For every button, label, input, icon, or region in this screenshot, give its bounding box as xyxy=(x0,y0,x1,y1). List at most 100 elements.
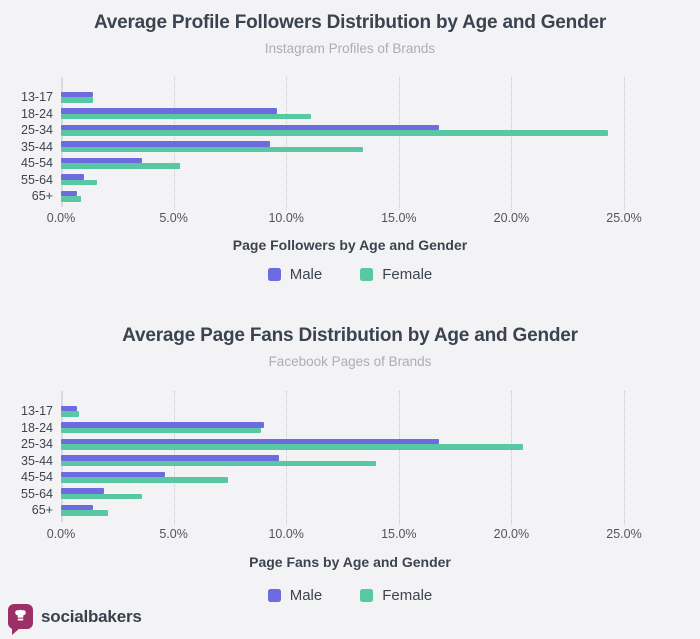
bar-female-35-44 xyxy=(61,460,377,467)
category-row: 45-54 xyxy=(21,469,624,486)
bar-male-18-24 xyxy=(61,108,278,114)
legend: Male Female xyxy=(5,266,695,283)
bar-male-25-34 xyxy=(61,438,440,445)
bar-rows: 13-17 18-24 25-34 35-44 45-54 55-64 65+ xyxy=(21,77,624,205)
category-row: 35-44 xyxy=(21,453,624,470)
bar-male-35-44 xyxy=(61,455,280,461)
bar-male-65+ xyxy=(61,504,93,511)
x-tick-label: 15.0% xyxy=(381,527,417,541)
x-tick-label: 5.0% xyxy=(159,527,188,541)
chart-subtitle: Instagram Profiles of Brands xyxy=(264,41,436,56)
category-row: 55-64 xyxy=(21,172,624,189)
x-tick-label: 0.0% xyxy=(46,527,76,541)
brand-name: socialbakers xyxy=(41,606,142,626)
chart-title: Average Page Fans Distribution by Age an… xyxy=(122,325,578,346)
category-row: 13-17 xyxy=(21,89,624,106)
bar-female-25-34 xyxy=(61,130,609,136)
legend-item-female: Female xyxy=(360,587,432,604)
x-axis-ticks: 0.0% 5.0% 10.0% 15.0% 20.0% 25.0% xyxy=(47,527,642,541)
legend-item-male: Male xyxy=(267,266,323,283)
x-tick-label: 25.0% xyxy=(606,527,642,541)
female-swatch-icon xyxy=(360,589,374,602)
chart-subtitle: Facebook Pages of Brands xyxy=(268,354,432,369)
y-tick-label: 13-17 xyxy=(21,90,53,105)
y-tick-label: 55-64 xyxy=(21,172,53,187)
bar-male-18-24 xyxy=(61,422,264,428)
y-tick-label: 45-54 xyxy=(21,156,53,171)
category-row: 55-64 xyxy=(21,486,624,503)
x-axis-title: Page Followers by Age and Gender xyxy=(232,237,468,253)
y-tick-label: 45-54 xyxy=(21,470,53,485)
gridline xyxy=(624,77,625,210)
bar-female-55-64 xyxy=(61,493,143,500)
bar-female-13-17 xyxy=(61,411,80,417)
bar-female-18-24 xyxy=(61,113,311,120)
x-tick-label: 20.0% xyxy=(493,527,530,541)
bar-male-35-44 xyxy=(61,141,271,147)
category-row: 25-34 xyxy=(21,122,624,139)
bar-female-55-64 xyxy=(61,179,98,186)
category-row: 13-17 xyxy=(21,403,624,420)
socialbakers-logo: socialbakers xyxy=(8,604,142,635)
x-tick-label: 20.0% xyxy=(493,211,530,225)
bar-male-45-54 xyxy=(61,157,143,164)
y-tick-label: 65+ xyxy=(31,503,53,518)
x-tick-label: 5.0% xyxy=(159,211,188,225)
gridline xyxy=(398,391,400,525)
category-row: 18-24 xyxy=(21,106,624,123)
x-axis-ticks: 0.0% 5.0% 10.0% 15.0% 20.0% 25.0% xyxy=(47,211,642,225)
y-tick-label: 18-24 xyxy=(21,106,53,121)
y-tick-label: 35-44 xyxy=(21,139,53,154)
x-tick-label: 25.0% xyxy=(606,211,642,225)
y-tick-label: 18-24 xyxy=(21,420,53,435)
gridline xyxy=(286,391,288,525)
bar-male-25-34 xyxy=(61,124,440,131)
instagram-followers-chart: Average Profile Followers Distribution b… xyxy=(0,0,700,283)
bar-female-18-24 xyxy=(61,427,262,434)
plot-area: 13-17 18-24 25-34 35-44 45-54 55-64 65+ xyxy=(21,391,625,525)
legend: Male Female xyxy=(5,587,695,604)
male-swatch-icon xyxy=(267,589,281,602)
bar-male-65+ xyxy=(61,190,77,197)
bar-female-35-44 xyxy=(61,146,363,153)
bar-male-45-54 xyxy=(61,471,165,478)
plot-area: 13-17 18-24 25-34 35-44 45-54 55-64 65+ xyxy=(21,77,625,210)
category-row: 35-44 xyxy=(21,139,624,156)
chef-hat-speech-bubble-icon xyxy=(8,604,33,635)
bar-male-55-64 xyxy=(61,488,104,494)
bar-female-45-54 xyxy=(61,477,228,483)
y-tick-label: 13-17 xyxy=(21,404,53,419)
y-tick-label: 65+ xyxy=(31,189,53,204)
y-tick-label: 25-34 xyxy=(21,123,53,138)
bar-female-13-17 xyxy=(61,97,93,103)
gridline xyxy=(398,77,400,210)
gridline xyxy=(286,77,288,210)
x-tick-label: 10.0% xyxy=(268,211,304,225)
y-tick-label: 25-34 xyxy=(21,437,53,452)
bar-rows: 13-17 18-24 25-34 35-44 45-54 55-64 65+ xyxy=(21,391,624,519)
x-tick-label: 15.0% xyxy=(381,211,417,225)
legend-label-female: Female xyxy=(382,587,433,604)
category-row: 45-54 xyxy=(21,155,624,172)
legend-item-female: Female xyxy=(360,266,432,283)
legend-label-female: Female xyxy=(382,266,433,283)
bar-male-55-64 xyxy=(61,174,84,180)
gridline xyxy=(511,391,513,525)
category-row: 18-24 xyxy=(21,420,624,437)
bar-female-45-54 xyxy=(61,163,181,169)
legend-item-male: Male xyxy=(267,587,323,604)
y-tick-label: 35-44 xyxy=(21,453,53,468)
x-tick-label: 10.0% xyxy=(268,527,304,541)
legend-label-male: Male xyxy=(289,266,323,283)
bar-male-13-17 xyxy=(61,405,77,412)
bar-female-25-34 xyxy=(61,444,523,450)
bar-female-65+ xyxy=(61,196,82,202)
x-tick-label: 0.0% xyxy=(46,211,76,225)
gridline xyxy=(511,77,513,210)
chart-title: Average Profile Followers Distribution b… xyxy=(93,12,607,33)
male-swatch-icon xyxy=(267,268,281,281)
legend-label-male: Male xyxy=(289,587,323,604)
female-swatch-icon xyxy=(360,268,374,281)
y-tick-label: 55-64 xyxy=(21,486,53,501)
